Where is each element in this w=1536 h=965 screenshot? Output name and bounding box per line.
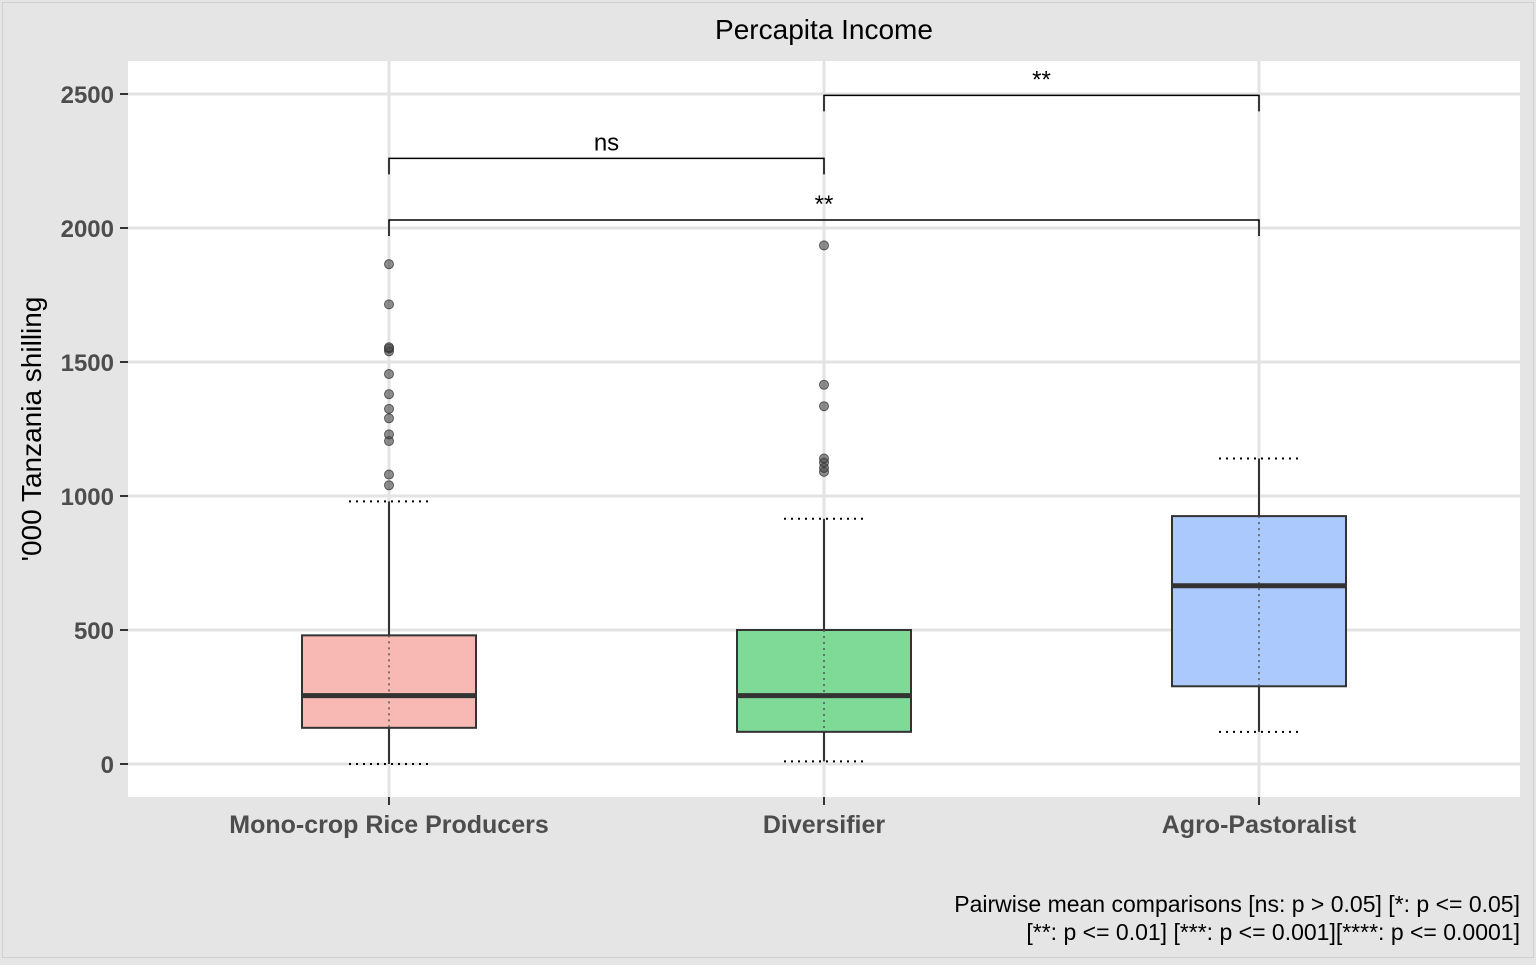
outlier-point [384, 403, 394, 414]
significance-label: ** [1032, 66, 1051, 93]
outlier-point [384, 259, 394, 270]
outlier-point [384, 299, 394, 310]
box-group [301, 259, 477, 765]
box-layer [301, 240, 1347, 765]
y-tick-label: 2500 [61, 82, 114, 109]
outlier-point [384, 469, 394, 480]
x-tick-label: Mono-crop Rice Producers [229, 811, 549, 839]
outlier-point [384, 369, 394, 380]
y-tick-label: 2000 [61, 216, 114, 243]
box-group [1171, 457, 1347, 733]
box-group [736, 240, 912, 763]
bracket-line [388, 157, 825, 175]
outlier-point [384, 429, 394, 440]
outlier-point [819, 240, 829, 251]
comparison-bracket: ns [388, 129, 825, 175]
y-axis-label: '000 Tanzania shilling [16, 297, 47, 562]
bracket-line [388, 219, 1260, 236]
bracket-line [823, 94, 1260, 112]
y-tick-label: 500 [74, 618, 114, 645]
y-tick-label: 1500 [61, 350, 114, 377]
caption-line-1: Pairwise mean comparisons [ns: p > 0.05]… [954, 891, 1520, 917]
chart-title: Percapita Income [715, 14, 933, 45]
iqr-box [736, 629, 912, 733]
outlier-point [384, 342, 394, 353]
x-tick-label: Diversifier [763, 811, 886, 839]
y-tick-label: 1000 [61, 484, 114, 511]
y-tick-label: 0 [101, 752, 114, 779]
significance-label: ns [594, 129, 619, 156]
outlier-point [819, 453, 829, 464]
outlier-point [384, 389, 394, 400]
significance-label: ** [815, 191, 834, 218]
outlier-point [819, 379, 829, 390]
significance-layer: ns ** ** [388, 66, 1260, 236]
iqr-box [301, 634, 477, 729]
caption-line-2: [**: p <= 0.01] [***: p <= 0.001][****: … [1026, 919, 1520, 945]
comparison-bracket: ** [823, 66, 1260, 112]
axis-layer: 0 500 1000 1500 2000 2500 Mono-crop Rice Produ… [61, 82, 1357, 839]
x-tick-label: Agro-Pastoralist [1162, 811, 1357, 839]
outlier-point [384, 480, 394, 491]
outlier-point [384, 413, 394, 424]
outlier-point [819, 401, 829, 412]
comparison-bracket: ** [388, 191, 1260, 236]
